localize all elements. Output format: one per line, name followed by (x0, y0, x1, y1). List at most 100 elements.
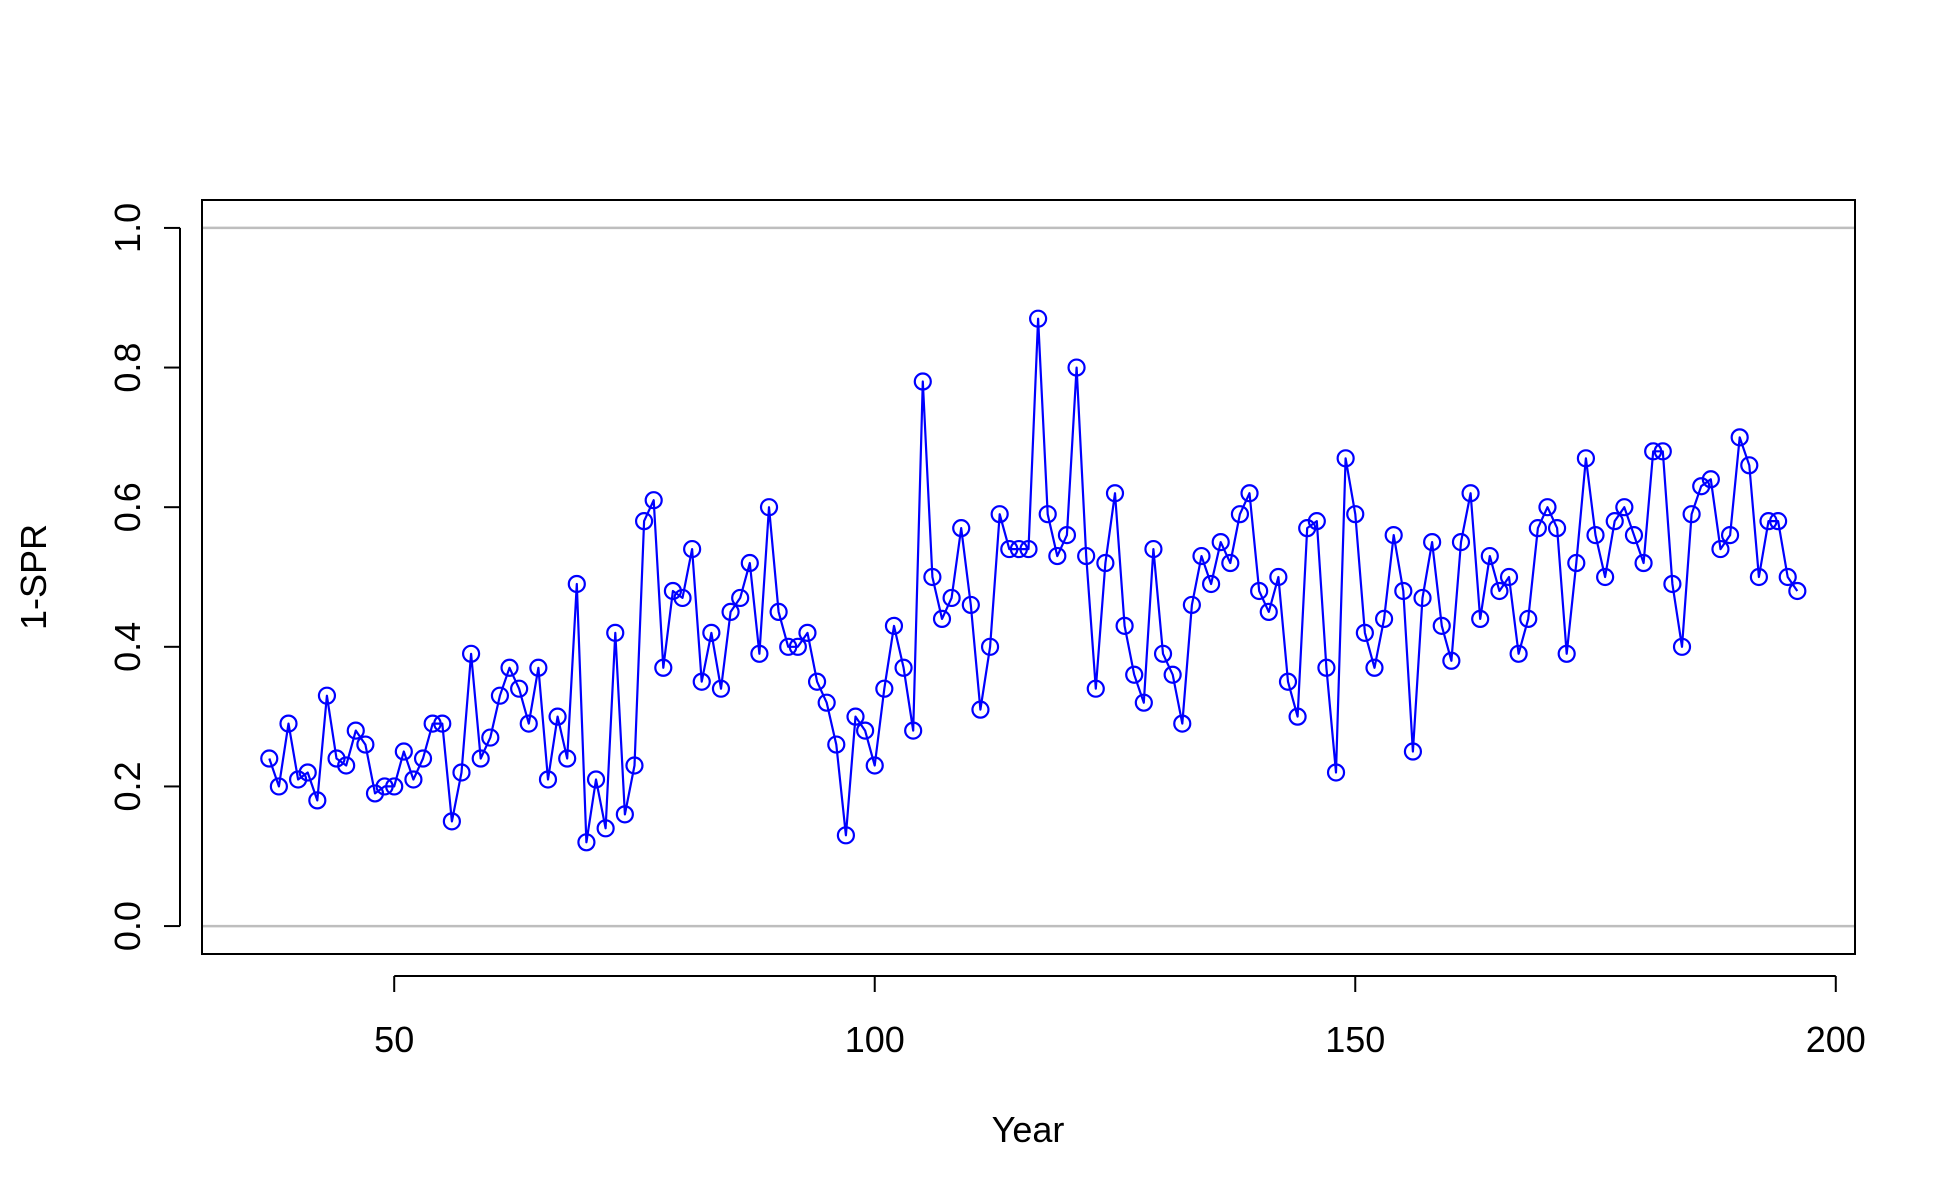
data-point (1509, 644, 1528, 663)
data-point (461, 644, 481, 663)
data-point (942, 588, 961, 608)
data-point (279, 714, 298, 733)
reference-lines (202, 226, 1855, 928)
data-point (1596, 567, 1615, 587)
data-point (1048, 546, 1067, 566)
data-point (884, 616, 904, 635)
data-point (1547, 519, 1567, 538)
data-point (654, 658, 673, 677)
data-point (731, 588, 750, 608)
data-point (615, 805, 634, 824)
data-point (1307, 512, 1326, 531)
data-point (442, 812, 461, 831)
data-point (433, 714, 452, 733)
data-point (740, 553, 759, 573)
data-point (952, 519, 971, 538)
data-point (1740, 456, 1759, 475)
data-point (423, 714, 442, 733)
data-point (1720, 526, 1740, 545)
data-point (1528, 519, 1547, 538)
data-point (413, 749, 433, 768)
data-point (1778, 567, 1797, 587)
data-point (1125, 665, 1144, 684)
data-point (308, 791, 327, 810)
data-series (260, 309, 1807, 852)
data-point (1442, 651, 1461, 670)
data-point (721, 602, 740, 622)
data-point (1769, 512, 1788, 531)
data-point (702, 623, 721, 642)
data-point (260, 749, 279, 768)
data-point (1019, 539, 1038, 559)
data-point (356, 735, 375, 754)
data-point (1317, 658, 1336, 677)
data-point (692, 672, 711, 691)
data-point (1000, 539, 1019, 559)
data-point (865, 756, 884, 775)
y-tick-label: 0.2 (107, 761, 148, 811)
x-tick-label: 150 (1325, 1019, 1385, 1060)
data-point (577, 833, 596, 852)
data-point (750, 644, 769, 663)
y-tick-label: 0.6 (107, 482, 148, 532)
data-point (1259, 602, 1278, 622)
x-tick-label: 200 (1806, 1019, 1866, 1060)
data-point (1634, 553, 1653, 573)
data-point (1749, 567, 1768, 587)
data-point (856, 721, 875, 740)
data-point (1153, 644, 1173, 663)
data-point (759, 498, 779, 517)
data-point (317, 686, 337, 705)
y-tick-label: 1.0 (107, 203, 148, 253)
data-point (269, 777, 288, 796)
data-point (1144, 539, 1163, 559)
data-point (1663, 574, 1682, 594)
data-point (1413, 588, 1432, 608)
data-point (1519, 609, 1538, 628)
data-point (1326, 763, 1346, 782)
data-point (673, 588, 692, 608)
data-point (913, 372, 932, 391)
plot-frame (201, 199, 1856, 955)
data-point (1086, 679, 1105, 698)
data-point (894, 658, 913, 677)
data-point (1586, 526, 1605, 545)
data-point (711, 679, 731, 698)
data-point (519, 714, 538, 733)
data-point (904, 721, 923, 740)
data-point (1538, 498, 1557, 517)
data-point (1384, 526, 1403, 545)
data-point (1009, 539, 1028, 559)
data-point (1346, 505, 1365, 524)
y-tick-label: 0.0 (107, 901, 148, 951)
data-point (1403, 742, 1423, 761)
data-point (337, 756, 356, 775)
data-point (798, 623, 817, 642)
x-axis: 50 100 150 200 (374, 975, 1866, 1060)
data-point (1644, 442, 1663, 461)
data-point (769, 602, 788, 622)
data-point (1269, 567, 1288, 587)
data-point (1394, 581, 1413, 601)
data-point (1029, 309, 1048, 328)
data-point (1240, 484, 1259, 503)
data-point (807, 672, 827, 691)
data-point (875, 679, 894, 698)
data-point (567, 574, 586, 594)
data-point (1567, 553, 1586, 573)
data-point (846, 707, 865, 726)
data-point (394, 742, 413, 761)
data-point (1701, 470, 1720, 489)
data-point (932, 609, 952, 628)
data-point (625, 756, 644, 775)
data-point (538, 770, 558, 789)
data-point (1173, 714, 1192, 733)
data-point (644, 491, 663, 510)
data-point (490, 686, 510, 705)
data-point (558, 749, 577, 768)
data-point (923, 567, 942, 587)
data-point (1451, 532, 1471, 552)
data-point (971, 700, 990, 719)
